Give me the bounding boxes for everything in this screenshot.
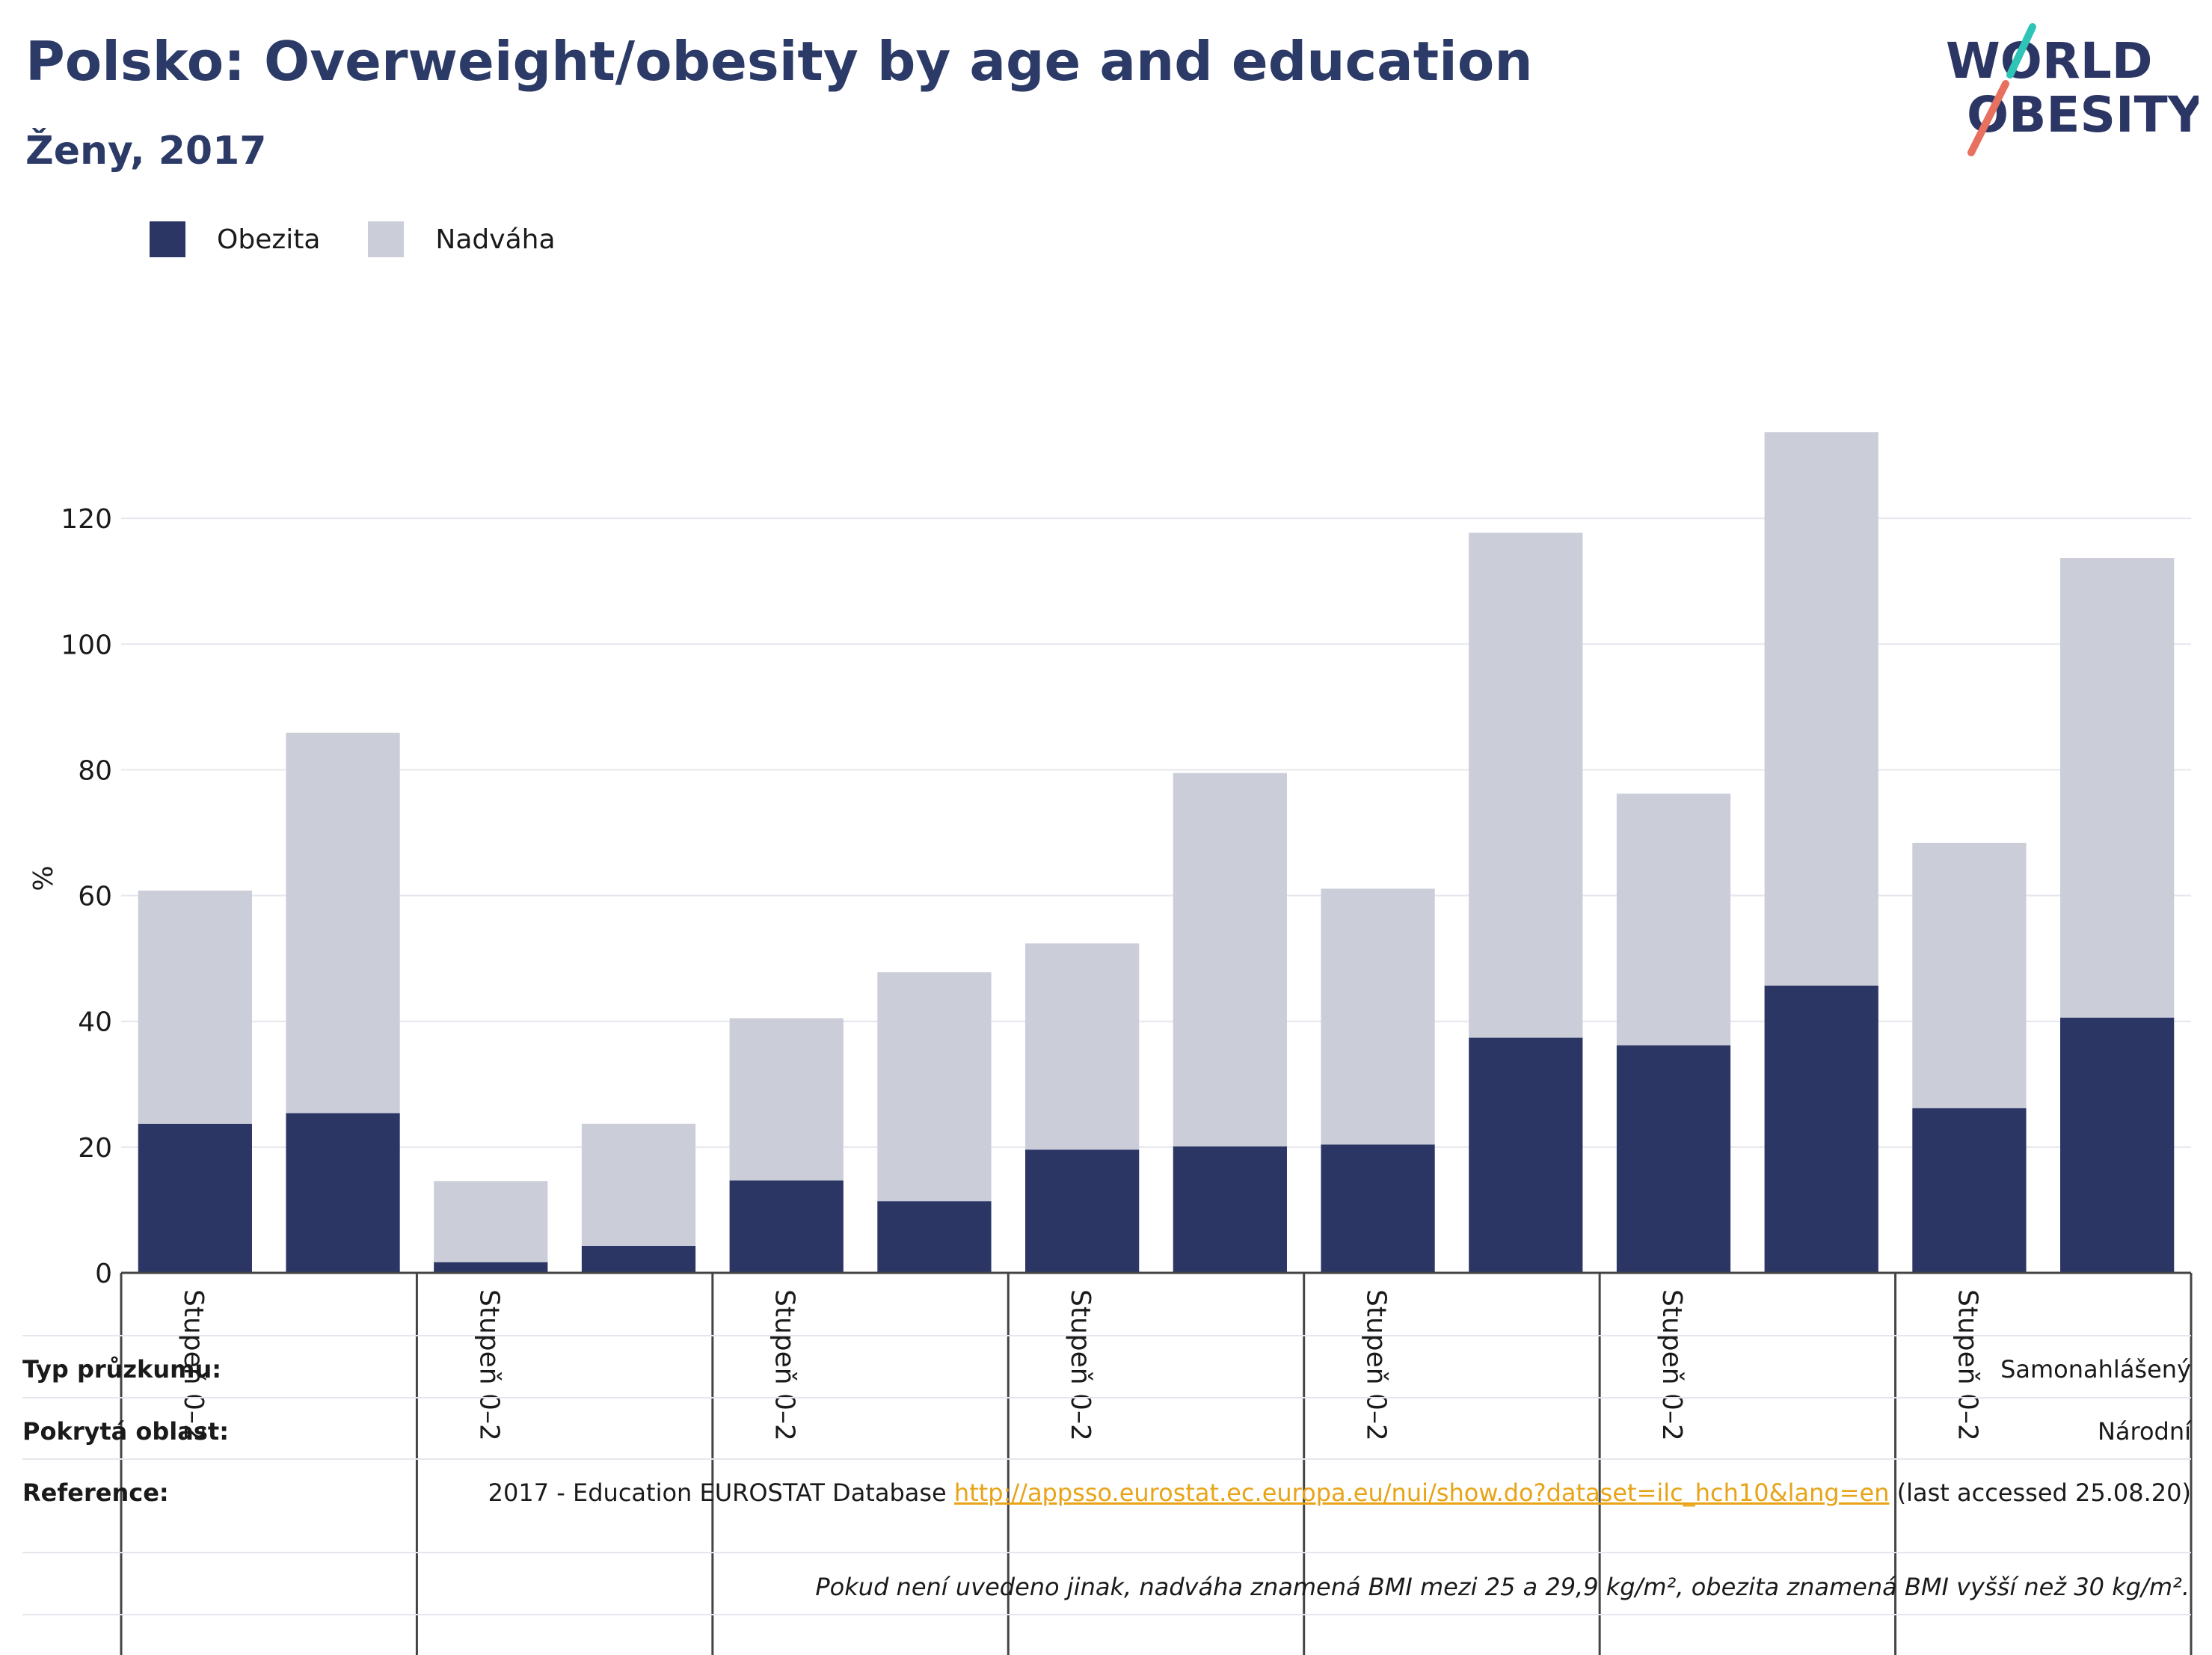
bar-obezita-9 [1321,1144,1435,1273]
footer-survey-type: Typ průzkumu: Samonahlášený [22,1355,2191,1384]
reference-suffix: (last accessed 25.08.20) [1896,1479,2191,1507]
bar-obezita-14 [2060,1017,2175,1273]
bar-obezita-3 [434,1262,548,1273]
bar-obezita-10 [1469,1037,1583,1273]
bar-nadvaha-12 [1764,432,1878,986]
y-tick-label: 0 [95,1259,112,1289]
footer-divider [22,1614,2191,1615]
footer-divider [22,1552,2191,1553]
survey-type-value: Samonahlášený [2000,1355,2191,1384]
bar-nadvaha-5 [729,1018,844,1181]
footer-divider [22,1335,2191,1336]
footer-divider [22,1397,2191,1398]
bar-obezita-6 [877,1201,992,1273]
bar-nadvaha-3 [434,1181,548,1262]
y-tick-label: 20 [78,1133,112,1164]
logo-line1: WORLD [1946,32,2153,90]
chart-legend: Obezita Nadváha [150,221,603,257]
y-axis-label: % [28,865,59,891]
bar-nadvaha-8 [1173,773,1287,1147]
bar-nadvaha-4 [581,1123,696,1246]
x-group-label: Stupeň 0–2 [1065,1289,1096,1441]
legend-label-nadvaha: Nadváha [435,224,556,255]
footer-note: Pokud není uvedeno jinak, nadváha znamen… [815,1573,2190,1601]
y-tick-label: 120 [61,504,112,535]
bar-nadvaha-7 [1025,943,1140,1150]
bar-nadvaha-11 [1616,793,1731,1045]
footer-area: Pokrytá oblast: Národní [22,1417,2191,1446]
bar-nadvaha-6 [877,972,992,1202]
x-group-label: Stupeň 0–2 [1361,1289,1392,1441]
footer-divider [22,1458,2191,1460]
reference-label: Reference: [22,1479,169,1507]
footer-reference: Reference: 2017 - Education EUROSTAT Dat… [22,1479,2191,1507]
x-group-label: Stupeň 0–2 [1656,1289,1687,1441]
area-value: Národní [2097,1417,2191,1446]
y-tick-label: 80 [78,755,112,786]
bar-nadvaha-9 [1321,888,1435,1145]
bar-nadvaha-14 [2060,558,2175,1018]
bar-obezita-8 [1173,1146,1287,1273]
bar-obezita-2 [286,1113,400,1273]
logo-line2: OBESITY [1967,86,2199,144]
bar-obezita-1 [138,1123,252,1273]
bar-nadvaha-13 [1912,842,2027,1108]
world-obesity-logo: WORLD OBESITY [1946,23,2199,156]
legend-label-obezita: Obezita [217,224,321,255]
legend-swatch-nadvaha [368,221,405,257]
bar-nadvaha-1 [138,890,252,1124]
x-group-label: Stupeň 0–2 [473,1289,504,1441]
chart-subtitle: Ženy, 2017 [25,129,267,174]
survey-type-label: Typ průzkumu: [22,1355,222,1384]
bar-nadvaha-10 [1469,532,1583,1038]
bar-obezita-7 [1025,1149,1140,1273]
chart-title: Polsko: Overweight/obesity by age and ed… [25,30,1533,93]
reference-link[interactable]: http://appsso.eurostat.ec.europa.eu/nui/… [953,1479,1890,1507]
legend-swatch-obezita [150,221,185,257]
bar-obezita-13 [1912,1108,2027,1273]
y-tick-label: 100 [61,630,112,660]
x-group-label: Stupeň 0–2 [1952,1289,1982,1441]
bar-obezita-12 [1764,985,1878,1273]
y-tick-label: 60 [78,882,112,912]
bar-obezita-4 [581,1245,696,1273]
x-group-label: Stupeň 0–2 [769,1289,800,1441]
reference-value: 2017 - Education EUROSTAT Database http:… [488,1479,2191,1507]
bar-obezita-5 [729,1180,844,1273]
x-group-label: Stupeň 0–2 [178,1289,209,1441]
bar-nadvaha-2 [286,732,400,1114]
area-label: Pokrytá oblast: [22,1417,229,1446]
bar-obezita-11 [1616,1045,1731,1273]
reference-prefix: 2017 - Education EUROSTAT Database [488,1479,947,1507]
y-tick-label: 40 [78,1007,112,1038]
